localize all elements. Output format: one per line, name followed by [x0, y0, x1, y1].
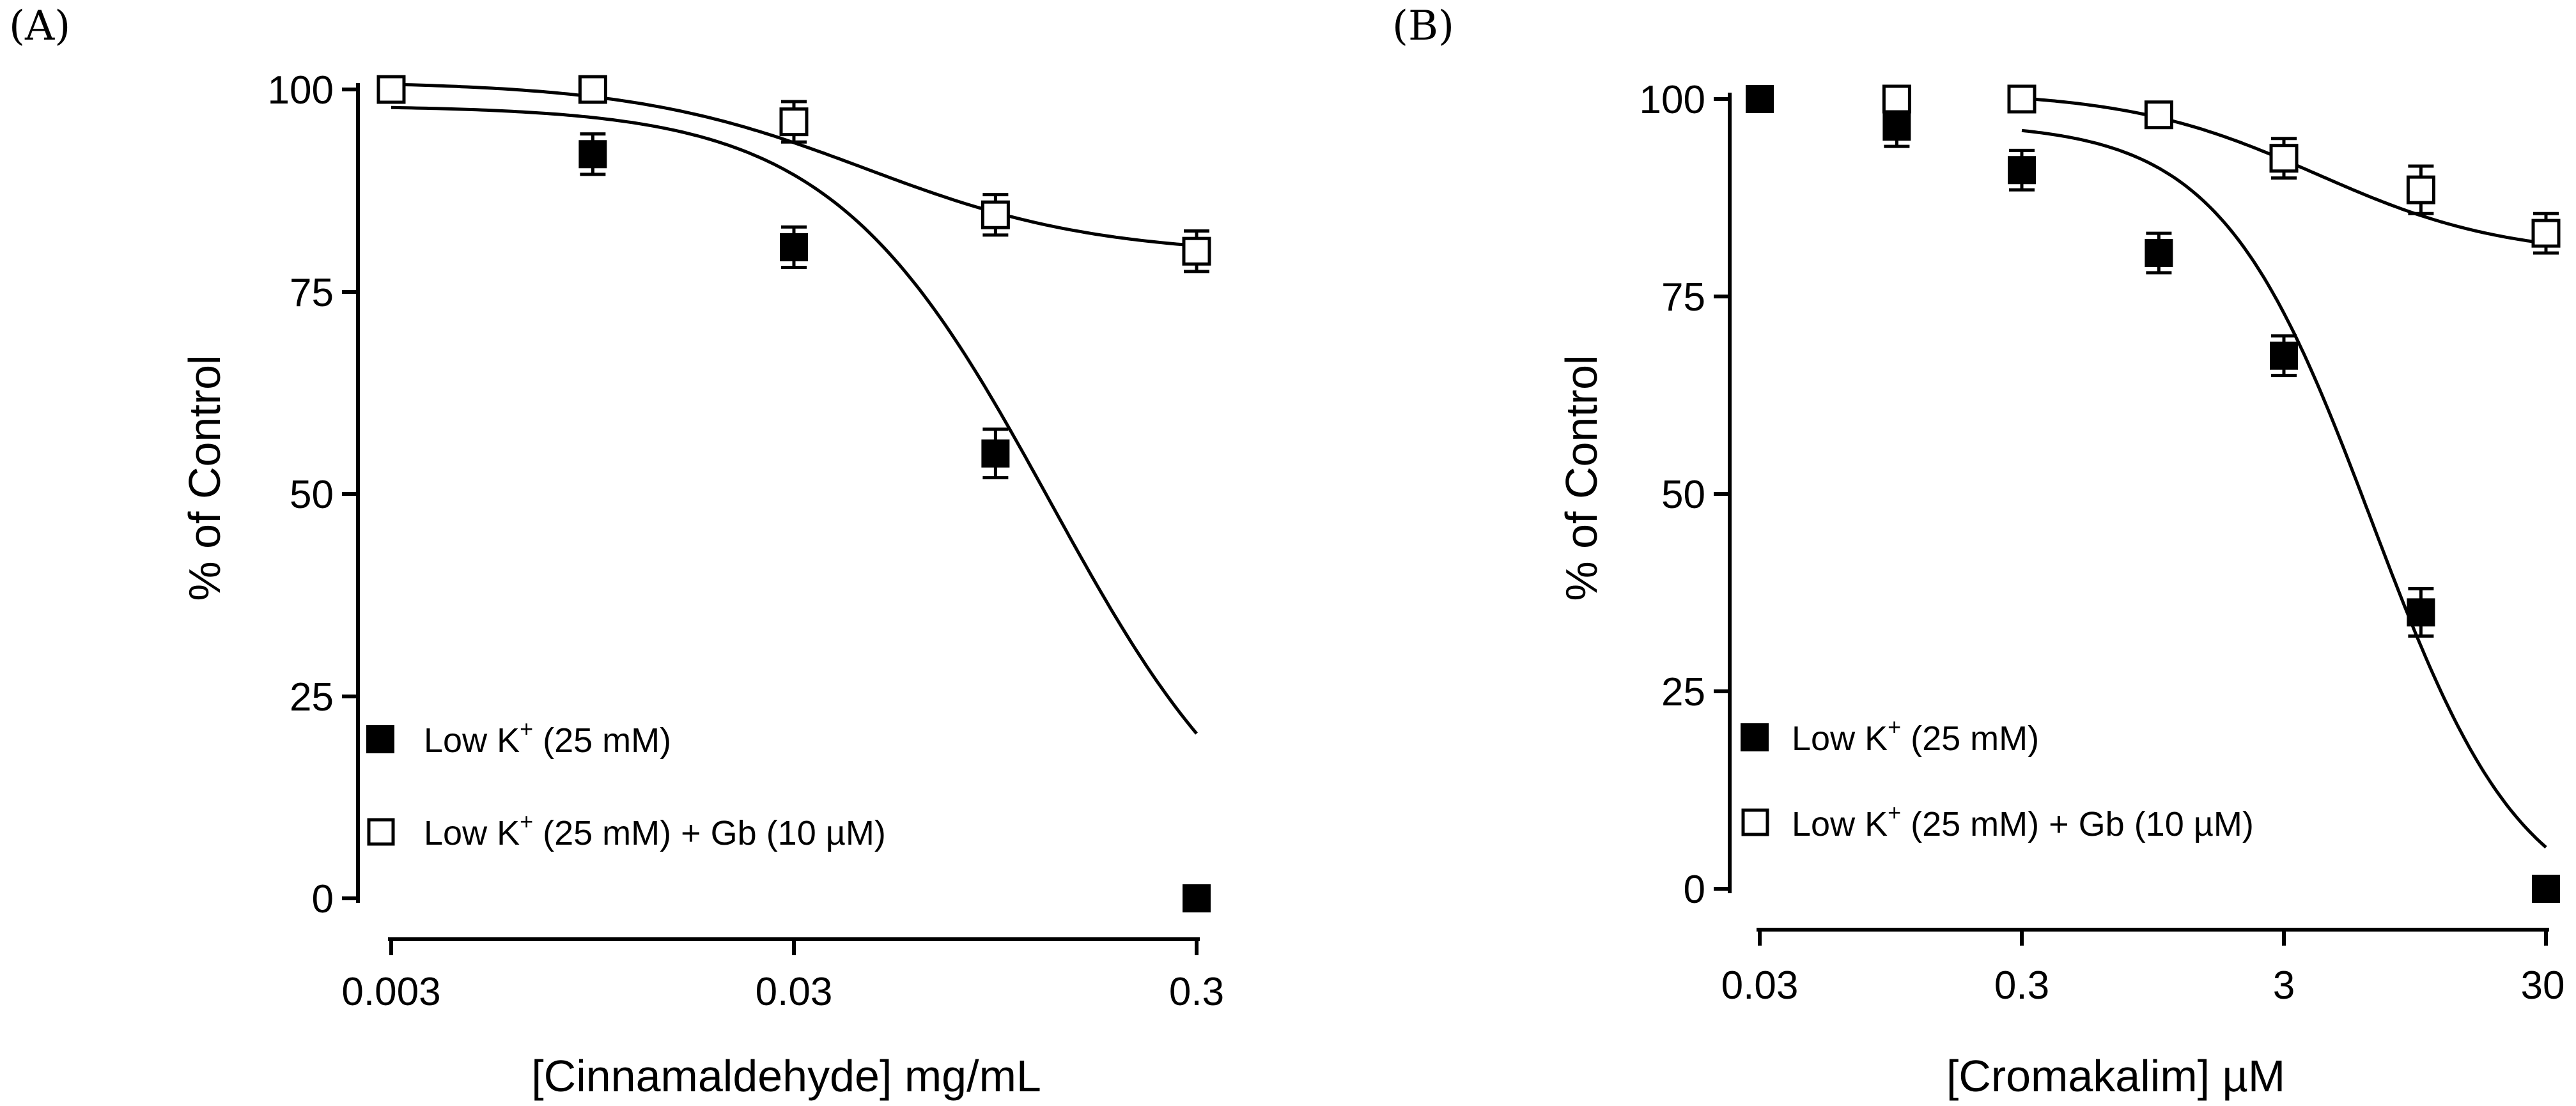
y-tick-label: 50: [290, 473, 334, 517]
panel-b-data-point-filled: [1746, 85, 1774, 113]
legend-label: Low K+ (25 mM): [424, 716, 671, 760]
panel-a-data-point-open: [578, 75, 607, 104]
panel-b-data-point-open: [2007, 84, 2037, 114]
legend-marker-filled-square: [1741, 723, 1769, 751]
panel-b-data-point-filled: [2008, 156, 2036, 185]
panel-a-data-point-open: [779, 107, 809, 137]
y-tick-label: 50: [1661, 473, 1705, 517]
panel-a-fit-curve-1: [391, 105, 1198, 735]
legend-label: Low K+ (25 mM) + Gb (10 µM): [1792, 799, 2254, 843]
panel-b-data-point-open: [2269, 144, 2299, 173]
y-tick-label: 75: [290, 271, 334, 315]
panel-b-data-point-filled: [1882, 112, 1911, 141]
y-tick-label: 25: [1661, 670, 1705, 714]
panel-a-data-point-open: [1182, 236, 1211, 266]
panel-a-data-point-filled: [780, 233, 808, 261]
x-tick-label: 0.3: [1994, 964, 2049, 1008]
x-tick-label: 0.003: [341, 970, 440, 1014]
panel-b-label: (B): [1392, 3, 1454, 50]
panel-b-data-point-open: [2531, 219, 2561, 248]
panel-a-data-point-open: [376, 75, 406, 104]
panel-a-plot-area: [376, 75, 1211, 912]
x-tick-label: 3: [2273, 964, 2295, 1008]
x-tick-label: 0.03: [1721, 964, 1799, 1008]
panel-b: (B) % of Control [Cromakalim] µM 0 25 50…: [1392, 3, 2564, 1101]
x-tick-label: 0.03: [756, 970, 833, 1014]
panel-b-x-ticks: 0.03 0.3 3 30: [1721, 930, 2565, 1008]
x-tick-label: 0.3: [1169, 970, 1224, 1014]
panel-a-y-ticks: 0 25 50 75 100: [268, 68, 358, 921]
panel-b-y-ticks: 0 25 50 75 100: [1640, 78, 1730, 912]
panel-b-data-point-filled: [2145, 239, 2173, 268]
y-tick-label: 100: [1640, 78, 1705, 122]
panel-b-plot-area: [1746, 84, 2561, 903]
legend-marker-open-square: [367, 818, 395, 846]
y-tick-label: 25: [290, 675, 334, 719]
panel-b-legend: Low K+ (25 mM) Low K+ (25 mM) + Gb (10 µ…: [1741, 714, 2254, 843]
panel-a-legend: Low K+ (25 mM) Low K+ (25 mM) + Gb (10 µ…: [366, 716, 886, 852]
y-tick-label: 0: [312, 877, 334, 921]
x-tick-label: 30: [2521, 964, 2565, 1008]
panel-a-data-point-filled: [578, 140, 607, 169]
panel-b-x-axis-title: [Cromakalim] µM: [1946, 1051, 2285, 1101]
panel-b-data-point-filled: [2532, 875, 2560, 903]
legend-marker-open-square: [1741, 808, 1769, 836]
legend-marker-filled-square: [366, 725, 394, 753]
y-tick-label: 0: [1684, 868, 1705, 912]
panel-b-data-point-open: [1882, 84, 1911, 114]
panel-a-data-point-filled: [1183, 884, 1211, 912]
panel-a-x-ticks: 0.003 0.03 0.3: [341, 939, 1224, 1014]
panel-a-data-point-filled: [981, 439, 1010, 468]
y-tick-label: 75: [1661, 275, 1705, 319]
panel-a-x-axis-title: [Cinnamaldehyde] mg/mL: [531, 1051, 1041, 1101]
panel-a-data-point-open: [981, 200, 1010, 229]
panel-a-y-axis-title: % of Control: [180, 355, 229, 601]
panel-b-data-point-open: [2406, 175, 2435, 204]
panel-a-label: (A): [9, 3, 70, 50]
panel-b-data-point-filled: [2270, 341, 2298, 370]
panel-b-data-point-filled: [2407, 598, 2435, 627]
legend-label: Low K+ (25 mM): [1792, 714, 2039, 758]
panel-a: (A) % of Control [Cinnamaldehyde] mg/mL …: [9, 3, 1224, 1101]
y-tick-label: 100: [268, 68, 334, 112]
panel-b-y-axis-title: % of Control: [1556, 355, 1606, 601]
panel-b-data-point-open: [2144, 100, 2173, 130]
panel-b-fit-curve-1: [2021, 128, 2547, 849]
legend-label: Low K+ (25 mM) + Gb (10 µM): [424, 808, 886, 852]
